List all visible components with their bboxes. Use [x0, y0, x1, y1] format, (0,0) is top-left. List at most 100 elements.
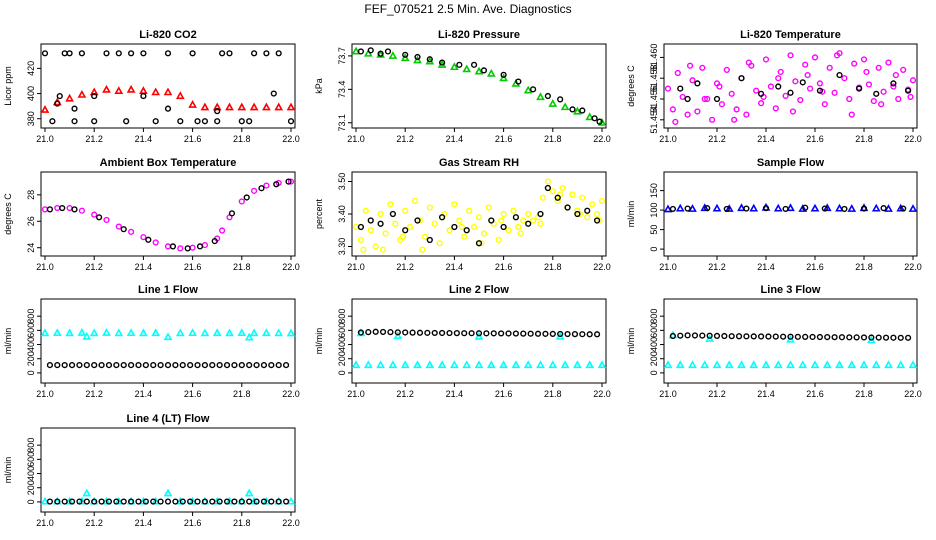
x-tick-label: 21.2 [396, 134, 414, 144]
data-point [542, 330, 549, 337]
y-axis-label: percent [314, 198, 324, 229]
data-point [52, 328, 62, 337]
data-point [251, 50, 258, 57]
data-point [486, 360, 496, 369]
data-point [212, 328, 222, 337]
data-point [700, 203, 710, 212]
data-point [684, 205, 691, 212]
data-point [76, 498, 83, 505]
data-point [114, 496, 124, 505]
data-point [851, 60, 858, 67]
y-tick-label: 0 [26, 370, 36, 375]
data-point [757, 333, 765, 340]
x-tick-label: 21.6 [495, 389, 513, 399]
data-point [896, 360, 906, 369]
data-point [564, 204, 571, 211]
y-tick-label: 51.456 [649, 85, 659, 113]
data-point [836, 71, 843, 79]
data-point [175, 496, 185, 505]
y-tick-label: 0 [26, 499, 36, 504]
data-point [674, 69, 681, 77]
data-point [102, 496, 111, 505]
data-point [82, 488, 92, 497]
data-point [40, 328, 50, 337]
data-point [98, 498, 105, 505]
data-point [500, 210, 507, 218]
data-point [728, 90, 735, 97]
y-tick-label: 50 [649, 225, 659, 235]
data-point [787, 52, 794, 59]
data-point [775, 83, 782, 90]
data-point [128, 362, 135, 369]
y-axis-label: ml/min [3, 328, 13, 355]
data-point [135, 362, 142, 369]
data-point [286, 496, 296, 505]
data-point [71, 206, 78, 213]
x-tick-label: 21.0 [347, 262, 365, 272]
data-point [816, 80, 824, 87]
data-point [593, 210, 601, 218]
data-point [98, 362, 105, 369]
panel-3: Ambient Box Temperature 21.0 21.2 21.4 21.6 2… [3, 157, 300, 272]
data-point [816, 87, 824, 94]
data-point [904, 334, 912, 341]
data-point [458, 223, 465, 231]
data-point [436, 240, 443, 247]
x-tick-label: 21.6 [184, 389, 202, 399]
data-point [536, 360, 545, 369]
data-point [282, 362, 290, 369]
data-point [520, 330, 527, 337]
data-point [700, 360, 710, 369]
data-point [456, 61, 463, 68]
data-point [357, 223, 365, 231]
data-point [211, 238, 218, 245]
y-tick-label: 3.40 [337, 205, 347, 223]
panel-title: Li-820 Temperature [740, 29, 841, 41]
panel-title: Li-820 CO2 [139, 29, 196, 41]
data-point [179, 498, 186, 505]
data-point [61, 498, 68, 505]
data-point [669, 332, 677, 340]
y-tick-label: 600 [337, 323, 347, 338]
data-point [103, 50, 110, 57]
panel-4: Gas Stream RH 21.0 21.2 21.4 21.6 21.8 22.0 3.3… [314, 157, 611, 272]
data-point [470, 61, 478, 68]
data-point [743, 111, 750, 118]
data-point [909, 77, 917, 84]
data-point [663, 360, 673, 369]
data-point [786, 360, 795, 369]
x-tick-label: 22.0 [282, 518, 300, 528]
series-1 [41, 50, 295, 125]
data-point [187, 498, 194, 505]
x-tick-label: 21.4 [446, 389, 464, 399]
data-point [797, 96, 804, 104]
data-point [523, 360, 533, 369]
data-point [871, 203, 881, 212]
data-point [474, 66, 484, 75]
data-point [399, 233, 406, 240]
y-tick-label: 0 [649, 247, 659, 252]
data-point [105, 362, 113, 369]
data-point [152, 239, 159, 246]
data-point [388, 360, 398, 369]
panel-6: Line 1 Flow 21.0 21.2 21.4 21.6 21.8 22.0 0 2004… [3, 284, 300, 399]
data-point [152, 118, 159, 125]
data-point [275, 50, 282, 57]
data-point [907, 93, 914, 101]
data-point [140, 92, 147, 100]
data-point [439, 329, 446, 337]
data-point [188, 496, 197, 505]
data-point [357, 329, 365, 336]
x-tick-label: 21.6 [495, 262, 513, 272]
y-tick-label: 400 [649, 337, 659, 352]
y-tick-label: 400 [26, 337, 36, 352]
y-tick-label: 28 [26, 190, 36, 200]
data-point [757, 100, 765, 107]
data-point [704, 95, 711, 103]
data-point [113, 362, 120, 369]
data-point [885, 59, 892, 66]
data-point [728, 333, 735, 340]
data-point [675, 360, 685, 369]
x-tick-label: 22.0 [282, 134, 300, 144]
data-point [214, 108, 221, 115]
